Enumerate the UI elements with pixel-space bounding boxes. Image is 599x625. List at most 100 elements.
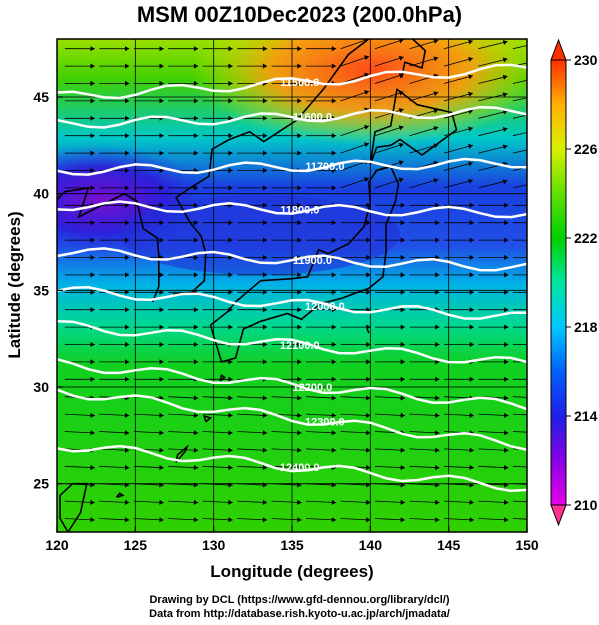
wind-arrow-head: [331, 376, 337, 382]
wind-arrow-shaft: [478, 128, 508, 137]
wind-arrow-head: [469, 465, 474, 471]
wind-arrow-shaft: [168, 448, 199, 451]
wind-arrow-head: [504, 272, 509, 278]
wind-arrow-shaft: [443, 465, 474, 469]
wind-arrow-head: [398, 39, 404, 44]
wind-arrow-head: [400, 359, 405, 365]
wind-arrow-shaft: [306, 448, 337, 451]
wind-arrow-shaft: [64, 431, 95, 434]
wind-arrow-shaft: [64, 465, 95, 469]
wind-arrow-head: [159, 376, 164, 382]
wind-arrow-head: [159, 150, 164, 156]
wind-arrow-head: [468, 126, 473, 132]
wind-arrow-head: [364, 177, 369, 182]
wind-arrow-head: [228, 220, 233, 226]
wind-arrow-head: [504, 482, 509, 488]
wind-arrow-head: [502, 179, 508, 185]
wind-arrow-shaft: [340, 483, 371, 486]
wind-arrow-head: [159, 220, 164, 226]
wind-arrow-shaft: [340, 177, 370, 189]
wind-arrow-head: [504, 220, 509, 226]
wind-arrow-head: [469, 376, 474, 382]
wind-arrow-head: [469, 254, 474, 260]
wind-arrow-head: [469, 517, 474, 523]
wind-arrow-head: [262, 341, 268, 347]
wind-arrow-head: [537, 75, 542, 80]
wind-arrow-shaft: [340, 413, 371, 416]
wind-arrow-shaft: [443, 75, 474, 84]
wind-arrow-head: [193, 359, 199, 365]
wind-arrow-shaft: [512, 413, 527, 416]
wind-arrow-head: [400, 220, 405, 226]
wind-arrow-head: [193, 430, 199, 436]
wind-arrow-shaft: [99, 483, 130, 486]
wind-arrow-head: [159, 63, 164, 69]
wind-arrow-head: [125, 202, 130, 208]
wind-arrow-head: [400, 376, 405, 382]
wind-arrow-head: [159, 80, 164, 86]
wind-arrow-head: [539, 342, 543, 347]
wind-arrow-head: [469, 447, 474, 453]
wind-arrow-shaft: [306, 518, 337, 521]
wind-arrow-head: [331, 341, 337, 347]
wind-arrow-shaft: [374, 126, 404, 137]
wind-arrow-head: [124, 465, 130, 471]
wind-arrow-shaft: [512, 465, 527, 468]
wind-arrow-shaft: [237, 448, 268, 451]
wind-arrow-head: [504, 359, 509, 365]
wind-arrow-shaft: [478, 431, 509, 434]
wind-arrow-shaft: [478, 145, 508, 154]
coastline-path: [115, 492, 125, 498]
wind-arrow-head: [504, 237, 509, 243]
wind-arrow-head: [398, 142, 404, 148]
wind-arrow-head: [90, 254, 95, 260]
wind-arrow-head: [159, 167, 164, 173]
wind-arrow-head: [262, 482, 268, 488]
wind-arrow-head: [366, 220, 371, 226]
wind-arrow-head: [539, 465, 543, 470]
wind-arrow-head: [228, 254, 233, 260]
wind-arrow-shaft: [168, 413, 199, 416]
wind-arrow-head: [262, 254, 268, 260]
wind-arrow-head: [159, 46, 164, 52]
wind-arrow-head: [366, 447, 371, 453]
wind-arrow-head: [228, 447, 233, 453]
coastline-path: [366, 328, 370, 334]
wind-arrow-head: [539, 255, 543, 260]
wind-arrow-head: [539, 220, 543, 225]
contour-label: 12100.0: [280, 340, 320, 352]
wind-arrow-head: [297, 517, 302, 523]
coastline-path: [57, 186, 160, 303]
wind-arrow-head: [159, 237, 164, 243]
wind-arrow-head: [539, 307, 543, 312]
wind-arrow-head: [90, 289, 95, 295]
wind-arrow-head: [537, 58, 542, 63]
wind-arrow-head: [262, 359, 268, 365]
wind-arrow-shaft: [340, 90, 370, 102]
wind-arrow-shaft: [237, 483, 268, 486]
wind-arrow-head: [90, 430, 95, 436]
wind-arrow-head: [297, 341, 302, 347]
wind-arrow-head: [398, 55, 404, 61]
wind-arrow-shaft: [133, 500, 164, 503]
wind-arrow-head: [297, 465, 302, 471]
wind-arrow-shaft: [409, 144, 439, 154]
wind-arrow-head: [159, 465, 164, 471]
wind-arrow-head: [124, 482, 130, 488]
contour-line: [57, 105, 527, 129]
wind-arrow-head: [398, 177, 404, 183]
wind-arrow-head: [331, 98, 337, 104]
wind-arrow-shaft: [64, 483, 95, 486]
wind-arrow-head: [366, 482, 371, 488]
wind-arrow-head: [468, 56, 473, 62]
wind-arrow-head: [193, 254, 199, 260]
wind-arrow-head: [504, 430, 509, 436]
wind-arrow-shaft: [202, 483, 233, 486]
wind-arrow-shaft: [202, 518, 233, 521]
y-tick-label: 35: [33, 282, 49, 298]
wind-arrow-shaft: [340, 125, 370, 137]
wind-arrow-head: [502, 92, 508, 98]
wind-arrow-head: [539, 430, 543, 435]
wind-arrow-shaft: [443, 92, 474, 102]
contour-label: 11600.0: [293, 112, 332, 124]
